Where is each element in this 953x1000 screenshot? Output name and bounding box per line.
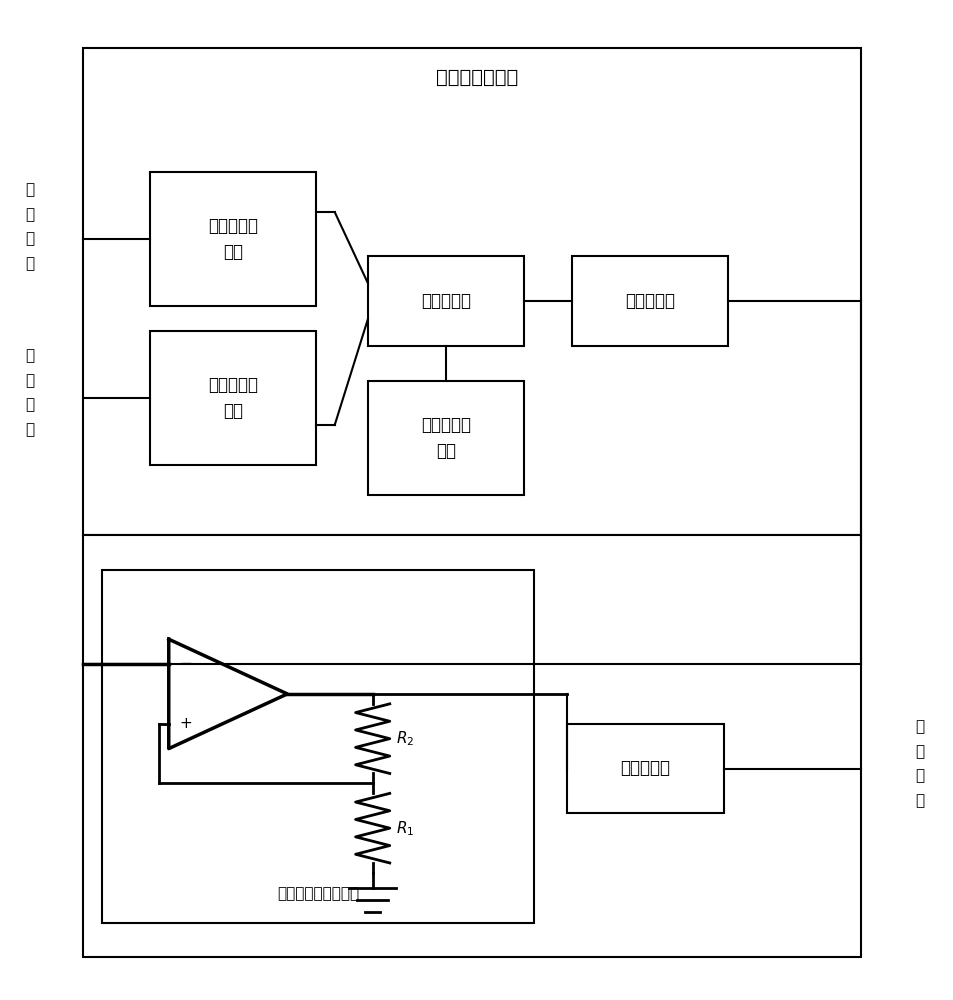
Bar: [368, 381, 524, 495]
Text: 复位信号编
码器: 复位信号编 码器: [208, 376, 257, 420]
Text: −: −: [179, 656, 192, 671]
Bar: [83, 48, 861, 535]
Text: 置
位
信
号: 置 位 信 号: [25, 182, 34, 271]
Text: 输
出
信
号: 输 出 信 号: [914, 719, 923, 808]
Text: 正反馈施密特触发器: 正反馈施密特触发器: [276, 886, 359, 901]
Bar: [566, 724, 722, 813]
Text: $R_1$: $R_1$: [395, 819, 415, 838]
Bar: [368, 256, 524, 346]
Text: +: +: [179, 716, 192, 731]
Text: 输出编码器: 输出编码器: [619, 760, 670, 778]
Text: 置位复位锁存器: 置位复位锁存器: [436, 68, 517, 87]
Bar: [83, 535, 861, 957]
Text: 第二加法器: 第二加法器: [624, 292, 675, 310]
Bar: [150, 331, 315, 465]
Text: 高斯噪声发
生器: 高斯噪声发 生器: [420, 416, 471, 460]
Text: $R_2$: $R_2$: [395, 729, 415, 748]
Text: 复
位
信
号: 复 位 信 号: [25, 348, 34, 437]
Bar: [150, 172, 315, 306]
Bar: [102, 570, 534, 923]
Text: 置位信号编
码器: 置位信号编 码器: [208, 217, 257, 261]
Bar: [571, 256, 727, 346]
Text: 第一加法器: 第一加法器: [420, 292, 471, 310]
